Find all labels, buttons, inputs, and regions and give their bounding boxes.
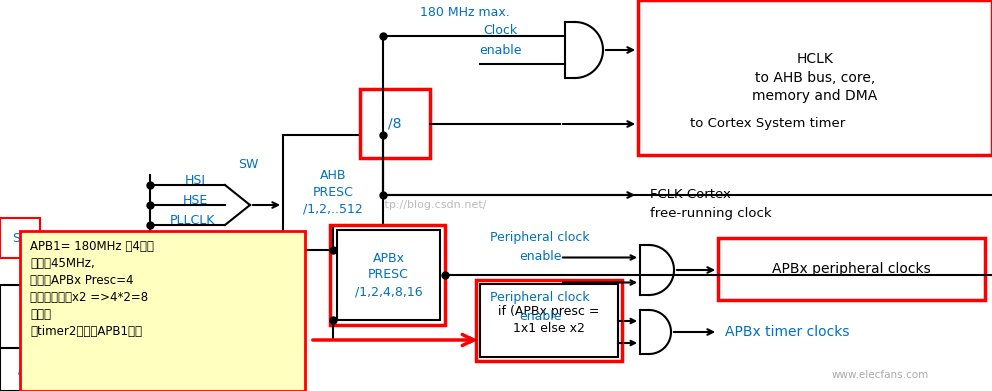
Bar <box>718 238 985 300</box>
Text: SYSCLK: SYSCLK <box>234 249 282 262</box>
Text: max: max <box>244 283 272 296</box>
Text: HCLK
to AHB bus, core,
memory and DMA: HCLK to AHB bus, core, memory and DMA <box>752 52 878 103</box>
Bar <box>330 225 445 325</box>
Bar <box>638 0 992 155</box>
Bar <box>0 348 52 391</box>
Bar <box>0 285 85 355</box>
Text: Clock: Clock <box>483 23 517 36</box>
Text: www.elecfans.com: www.elecfans.com <box>831 370 929 380</box>
Text: HSE: HSE <box>183 194 207 206</box>
Text: FCLK Cortex: FCLK Cortex <box>650 188 731 201</box>
Text: enable: enable <box>519 310 561 323</box>
Text: SW: SW <box>238 158 258 172</box>
Text: /M: /M <box>19 363 34 376</box>
Text: 180 MHz max.: 180 MHz max. <box>420 5 510 18</box>
Bar <box>337 230 440 320</box>
Text: enable: enable <box>479 43 521 57</box>
Text: /8: /8 <box>388 117 402 131</box>
Text: 16 MHz
HSI RC: 16 MHz HSI RC <box>19 305 65 335</box>
Text: Peripheral clock: Peripheral clock <box>490 231 590 244</box>
Bar <box>20 231 305 391</box>
Bar <box>0 218 40 258</box>
Text: free-running clock: free-running clock <box>650 206 772 219</box>
Bar <box>360 89 430 158</box>
Bar <box>480 284 618 357</box>
Text: PLLCLK: PLLCLK <box>170 213 214 226</box>
Text: if (APBx presc =
1x1 else x2: if (APBx presc = 1x1 else x2 <box>498 305 600 335</box>
Text: APB1= 180MHz 的4分频
：最大45MHz,
因此：APBx Presc=4
定时器还要再x2 =>4*2=8
分频。
如timer2就是在APB1上: APB1= 180MHz 的4分频 ：最大45MHz, 因此：APBx Pres… <box>30 240 154 338</box>
Text: to Cortex System timer: to Cortex System timer <box>690 118 845 131</box>
Text: APBx
PRESC
/1,2,4,8,16: APBx PRESC /1,2,4,8,16 <box>355 251 423 298</box>
Text: http://blog.csdn.net/: http://blog.csdn.net/ <box>373 200 487 210</box>
Text: 180 MHz: 180 MHz <box>231 265 286 278</box>
Text: APBx peripheral clocks: APBx peripheral clocks <box>772 262 930 276</box>
Text: SE: SE <box>12 231 28 244</box>
Bar <box>476 280 622 361</box>
Bar <box>283 135 383 250</box>
Text: APBx timer clocks: APBx timer clocks <box>725 325 849 339</box>
Text: AHB
PRESC
/1,2,..512: AHB PRESC /1,2,..512 <box>304 169 363 216</box>
Text: enable: enable <box>519 249 561 262</box>
Text: HSI: HSI <box>185 174 205 187</box>
Text: HSI: HSI <box>107 301 129 314</box>
Text: Peripheral clock: Peripheral clock <box>490 292 590 305</box>
